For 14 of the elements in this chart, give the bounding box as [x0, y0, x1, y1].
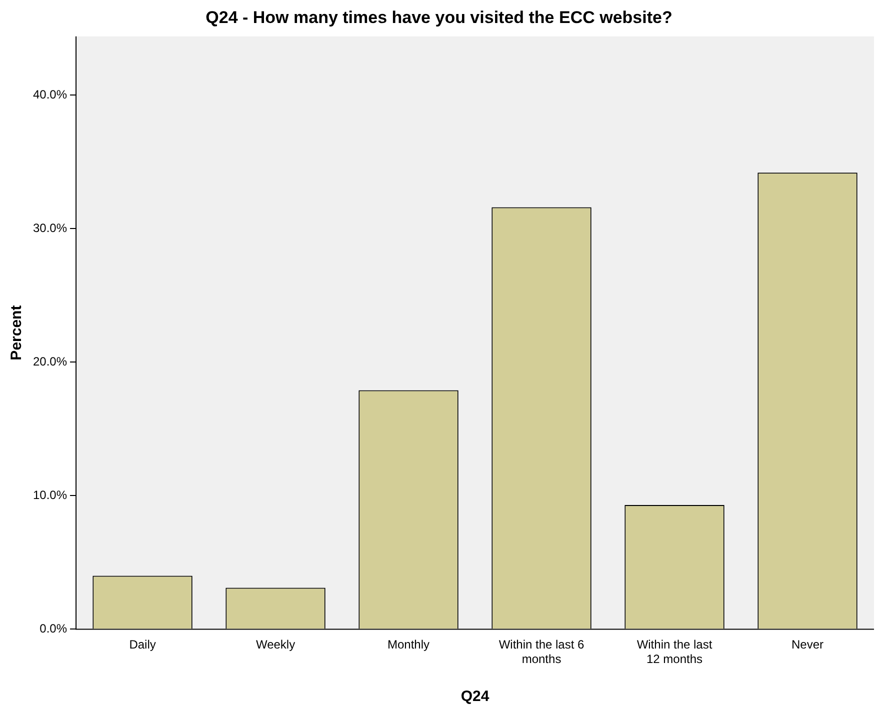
- y-tick-label: 30.0%: [32, 220, 68, 235]
- x-tick-label: Within the last 12 months: [636, 638, 713, 666]
- x-tick-label: Within the last 6 months: [498, 638, 585, 666]
- y-axis-title: Percent: [8, 305, 26, 360]
- x-tick-label: Never: [791, 638, 824, 652]
- x-tick-label: Daily: [129, 638, 156, 652]
- x-tick-label: Weekly: [256, 638, 296, 652]
- x-axis-title: Q24: [460, 688, 490, 706]
- x-tick-label: Monthly: [388, 638, 430, 652]
- y-tick-label: 10.0%: [32, 488, 68, 502]
- y-tick-label: 20.0%: [32, 354, 68, 368]
- y-tick-label: 0.0%: [40, 622, 68, 636]
- chart-title: Q24 - How many times have you visited the ECC website?: [206, 8, 672, 27]
- y-tick-label: 40.0%: [32, 87, 68, 102]
